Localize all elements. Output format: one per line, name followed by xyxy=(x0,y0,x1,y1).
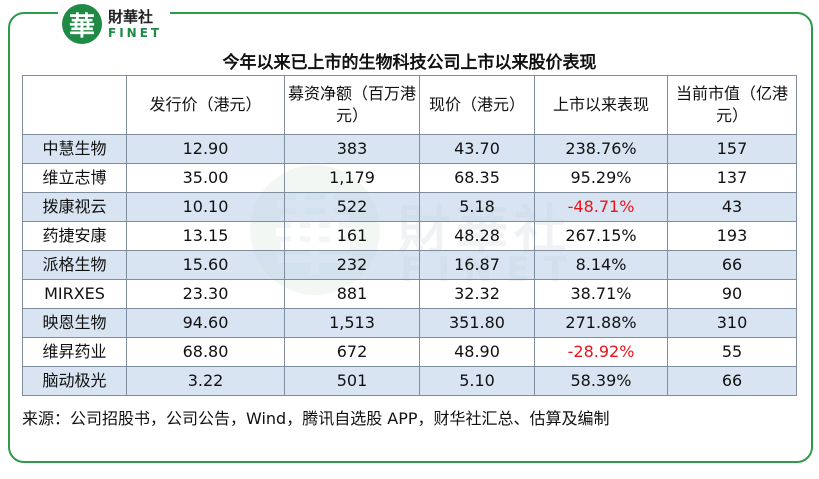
header-performance: 上市以来表现 xyxy=(534,75,668,135)
cell-company: 映恩生物 xyxy=(22,308,127,338)
cell-issue-price: 3.22 xyxy=(126,366,285,396)
cell-performance: 271.88% xyxy=(534,308,668,338)
table-row: 维昇药业 68.80 672 48.90 -28.92% 55 xyxy=(22,337,797,367)
cell-current-price: 48.90 xyxy=(419,337,535,367)
logo-badge-icon: 華 xyxy=(62,4,102,44)
table-row: 映恩生物 94.60 1,513 351.80 271.88% 310 xyxy=(22,308,797,338)
cell-company: 中慧生物 xyxy=(22,134,127,164)
cell-net-proceeds: 522 xyxy=(284,192,420,222)
cell-issue-price: 35.00 xyxy=(126,163,285,193)
cell-market-cap: 55 xyxy=(667,337,797,367)
cell-issue-price: 68.80 xyxy=(126,337,285,367)
cell-market-cap: 43 xyxy=(667,192,797,222)
cell-issue-price: 23.30 xyxy=(126,279,285,309)
cell-net-proceeds: 501 xyxy=(284,366,420,396)
table-row: 拨康视云 10.10 522 5.18 -48.71% 43 xyxy=(22,192,797,222)
cell-market-cap: 66 xyxy=(667,366,797,396)
cell-market-cap: 310 xyxy=(667,308,797,338)
cell-issue-price: 10.10 xyxy=(126,192,285,222)
cell-issue-price: 94.60 xyxy=(126,308,285,338)
logo-name-en: FINET xyxy=(108,25,163,40)
header-net-proceeds: 募资净额（百万港元） xyxy=(284,75,420,135)
cell-current-price: 32.32 xyxy=(419,279,535,309)
header-row: 发行价（港元） 募资净额（百万港元） 现价（港元） 上市以来表现 当前市值（亿港… xyxy=(22,75,797,135)
cell-market-cap: 66 xyxy=(667,250,797,280)
cell-current-price: 351.80 xyxy=(419,308,535,338)
cell-market-cap: 193 xyxy=(667,221,797,251)
cell-company: 药捷安康 xyxy=(22,221,127,251)
cell-performance: 8.14% xyxy=(534,250,668,280)
cell-current-price: 5.18 xyxy=(419,192,535,222)
cell-performance: 38.71% xyxy=(534,279,668,309)
cell-issue-price: 15.60 xyxy=(126,250,285,280)
finet-logo: 華 財華社 FINET xyxy=(58,1,171,47)
cell-net-proceeds: 383 xyxy=(284,134,420,164)
table-title: 今年以来已上市的生物科技公司上市以来股价表现 xyxy=(222,53,597,73)
cell-net-proceeds: 672 xyxy=(284,337,420,367)
cell-issue-price: 12.90 xyxy=(126,134,285,164)
cell-company: 脑动极光 xyxy=(22,366,127,396)
cell-company: 维立志博 xyxy=(22,163,127,193)
cell-net-proceeds: 1,179 xyxy=(284,163,420,193)
cell-current-price: 43.70 xyxy=(419,134,535,164)
cell-net-proceeds: 161 xyxy=(284,221,420,251)
cell-net-proceeds: 232 xyxy=(284,250,420,280)
cell-performance: 95.29% xyxy=(534,163,668,193)
table-row: MIRXES 23.30 881 32.32 38.71% 90 xyxy=(22,279,797,309)
cell-market-cap: 157 xyxy=(667,134,797,164)
header-market-cap: 当前市值（亿港元） xyxy=(667,75,797,135)
cell-performance: 238.76% xyxy=(534,134,668,164)
header-company xyxy=(22,75,127,135)
cell-issue-price: 13.15 xyxy=(126,221,285,251)
cell-company: 维昇药业 xyxy=(22,337,127,367)
logo-name-cn: 財華社 xyxy=(108,7,154,26)
cell-market-cap: 90 xyxy=(667,279,797,309)
cell-current-price: 16.87 xyxy=(419,250,535,280)
cell-company: MIRXES xyxy=(22,279,127,309)
cell-market-cap: 137 xyxy=(667,163,797,193)
table-row: 药捷安康 13.15 161 48.28 267.15% 193 xyxy=(22,221,797,251)
table-row: 派格生物 15.60 232 16.87 8.14% 66 xyxy=(22,250,797,280)
cell-net-proceeds: 881 xyxy=(284,279,420,309)
cell-company: 拨康视云 xyxy=(22,192,127,222)
cell-performance-negative: -48.71% xyxy=(534,192,668,222)
cell-performance: 58.39% xyxy=(534,366,668,396)
table-row: 维立志博 35.00 1,179 68.35 95.29% 137 xyxy=(22,163,797,193)
cell-current-price: 48.28 xyxy=(419,221,535,251)
cell-current-price: 5.10 xyxy=(419,366,535,396)
cell-performance: 267.15% xyxy=(534,221,668,251)
table-row: 脑动极光 3.22 501 5.10 58.39% 66 xyxy=(22,366,797,396)
header-current-price: 现价（港元） xyxy=(419,75,535,135)
cell-net-proceeds: 1,513 xyxy=(284,308,420,338)
cell-current-price: 68.35 xyxy=(419,163,535,193)
cell-performance-negative: -28.92% xyxy=(534,337,668,367)
source-note: 来源：公司招股书，公司公告，Wind，腾讯自选股 APP，财华社汇总、估算及编制 xyxy=(22,409,610,428)
cell-company: 派格生物 xyxy=(22,250,127,280)
table-body: 中慧生物 12.90 383 43.70 238.76% 157 维立志博 35… xyxy=(22,134,797,396)
header-issue-price: 发行价（港元） xyxy=(126,75,285,135)
logo-wordmark: 財華社 FINET xyxy=(108,7,163,40)
ipo-performance-table: 发行价（港元） 募资净额（百万港元） 现价（港元） 上市以来表现 当前市值（亿港… xyxy=(22,75,797,396)
table-row: 中慧生物 12.90 383 43.70 238.76% 157 xyxy=(22,134,797,164)
